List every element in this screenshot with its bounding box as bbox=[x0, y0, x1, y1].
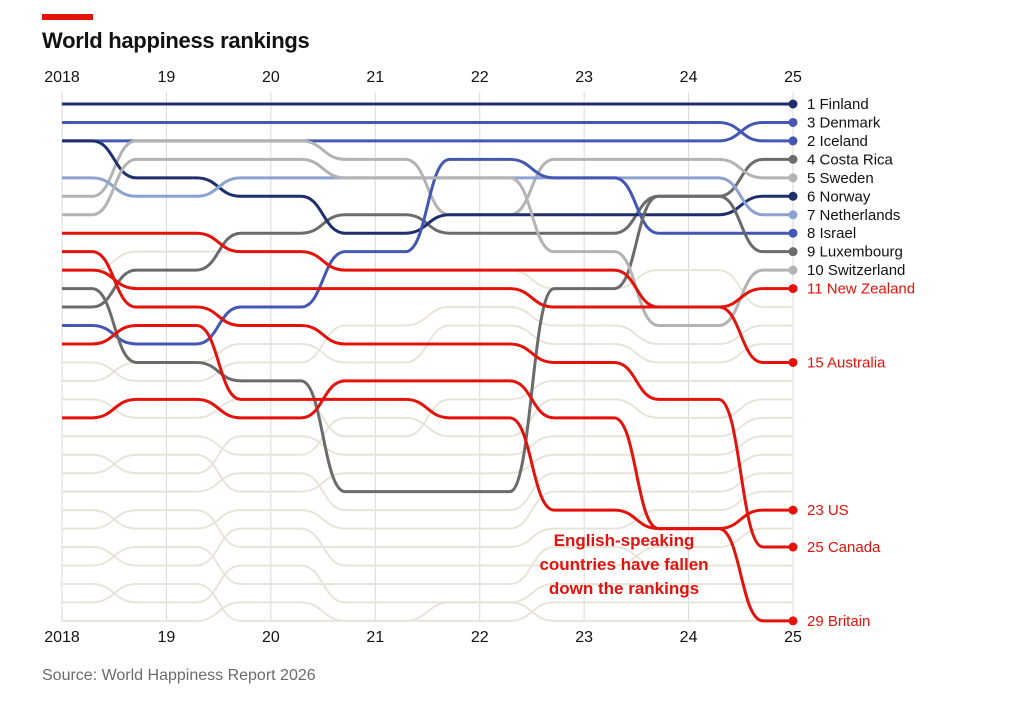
background-line bbox=[62, 250, 794, 309]
background-line bbox=[62, 564, 794, 604]
top-tick-label: 25 bbox=[784, 69, 802, 86]
background-line bbox=[62, 306, 794, 382]
bottom-tick-label: 21 bbox=[366, 629, 384, 646]
end-label-iceland: 2 Iceland bbox=[807, 133, 868, 150]
series-end-dot-iceland bbox=[788, 136, 798, 146]
series-end-dot-canada bbox=[788, 542, 798, 552]
end-label-denmark: 3 Denmark bbox=[807, 114, 881, 131]
background-line bbox=[62, 601, 794, 622]
series-end-dot-israel bbox=[788, 228, 798, 238]
x-axis-ticks: 2018 2018 19 19 20 20 21 21 22 22 23 23 24 24 25 25 bbox=[44, 69, 802, 646]
end-labels: 1 Finland 2 Iceland 3 Denmark 4 Costa Rica 5… bbox=[807, 96, 915, 630]
background-line bbox=[62, 416, 794, 475]
source-note: Source: World Happiness Report 2026 bbox=[42, 667, 316, 684]
bottom-tick-label: 25 bbox=[784, 629, 802, 646]
bottom-tick-label: 19 bbox=[158, 629, 176, 646]
annotation-line: countries have fallen bbox=[539, 555, 708, 574]
bottom-tick-label: 23 bbox=[575, 629, 593, 646]
background-line bbox=[62, 546, 794, 585]
series-end-dot-norway bbox=[788, 191, 798, 201]
series-line-britain bbox=[62, 324, 794, 623]
background-line bbox=[62, 453, 794, 512]
bottom-tick-label: 22 bbox=[471, 629, 489, 646]
brand-red-bar bbox=[42, 14, 93, 20]
top-tick-label: 2018 bbox=[44, 69, 80, 86]
end-label-costa-rica: 4 Costa Rica bbox=[807, 151, 894, 168]
background-line bbox=[62, 582, 794, 622]
end-label-finland: 1 Finland bbox=[807, 96, 869, 113]
rankings-chart: 2018 2018 19 19 20 20 21 21 22 22 23 23 24 24 25 25 1 F… bbox=[44, 69, 915, 646]
highlighted-series bbox=[62, 99, 798, 626]
series-line-israel bbox=[62, 157, 794, 346]
end-label-luxembourg: 9 Luxembourg bbox=[807, 244, 903, 261]
end-label-australia: 15 Australia bbox=[807, 354, 886, 371]
series-line-switzerland bbox=[62, 157, 794, 328]
background-line bbox=[62, 527, 794, 567]
series-line-norway bbox=[62, 139, 794, 235]
series-end-dot-sweden bbox=[788, 173, 798, 183]
series-end-dot-britain bbox=[788, 616, 798, 626]
bottom-tick-label: 20 bbox=[262, 629, 280, 646]
series-end-dot-costa-rica bbox=[788, 154, 798, 164]
series-end-dot-new-zealand bbox=[788, 284, 798, 294]
top-tick-label: 23 bbox=[575, 69, 593, 86]
annotation: English-speaking countries have fallen dow… bbox=[539, 531, 708, 598]
series-line-denmark bbox=[62, 120, 794, 143]
background-line bbox=[62, 490, 794, 549]
end-label-canada: 25 Canada bbox=[807, 539, 881, 556]
series-line-canada bbox=[62, 250, 794, 549]
series-line-iceland bbox=[62, 120, 794, 143]
series-end-dot-denmark bbox=[788, 117, 798, 127]
top-tick-label: 22 bbox=[471, 69, 489, 86]
series-end-dot-australia bbox=[788, 357, 798, 367]
end-label-sweden: 5 Sweden bbox=[807, 170, 874, 187]
end-label-netherlands: 7 Netherlands bbox=[807, 207, 900, 224]
series-line-us bbox=[62, 379, 794, 531]
end-label-switzerland: 10 Switzerland bbox=[807, 262, 905, 279]
chart-title: World happiness rankings bbox=[42, 28, 310, 53]
series-line-sweden bbox=[62, 139, 794, 217]
annotation-line: English-speaking bbox=[554, 531, 695, 550]
top-tick-label: 20 bbox=[262, 69, 280, 86]
series-end-dot-luxembourg bbox=[788, 247, 798, 257]
annotation-line: down the rankings bbox=[549, 579, 699, 598]
series-end-dot-switzerland bbox=[788, 265, 798, 275]
end-label-us: 23 US bbox=[807, 502, 849, 519]
series-line-australia bbox=[62, 268, 794, 364]
end-label-britain: 29 Britain bbox=[807, 613, 870, 630]
background-line bbox=[62, 472, 794, 530]
bottom-tick-label: 2018 bbox=[44, 629, 80, 646]
top-tick-label: 24 bbox=[680, 69, 698, 86]
background-line bbox=[62, 324, 794, 382]
end-label-new-zealand: 11 New Zealand bbox=[807, 281, 915, 298]
background-line bbox=[62, 435, 794, 493]
series-end-dot-us bbox=[788, 505, 798, 515]
series-end-dot-finland bbox=[788, 99, 798, 109]
bottom-tick-label: 24 bbox=[680, 629, 698, 646]
end-label-norway: 6 Norway bbox=[807, 188, 871, 205]
grid-lines bbox=[61, 92, 794, 622]
top-tick-label: 21 bbox=[366, 69, 384, 86]
end-label-israel: 8 Israel bbox=[807, 225, 856, 242]
top-tick-label: 19 bbox=[158, 69, 176, 86]
series-end-dot-netherlands bbox=[788, 210, 798, 220]
background-line bbox=[62, 398, 794, 456]
series-line-luxembourg bbox=[62, 194, 794, 494]
